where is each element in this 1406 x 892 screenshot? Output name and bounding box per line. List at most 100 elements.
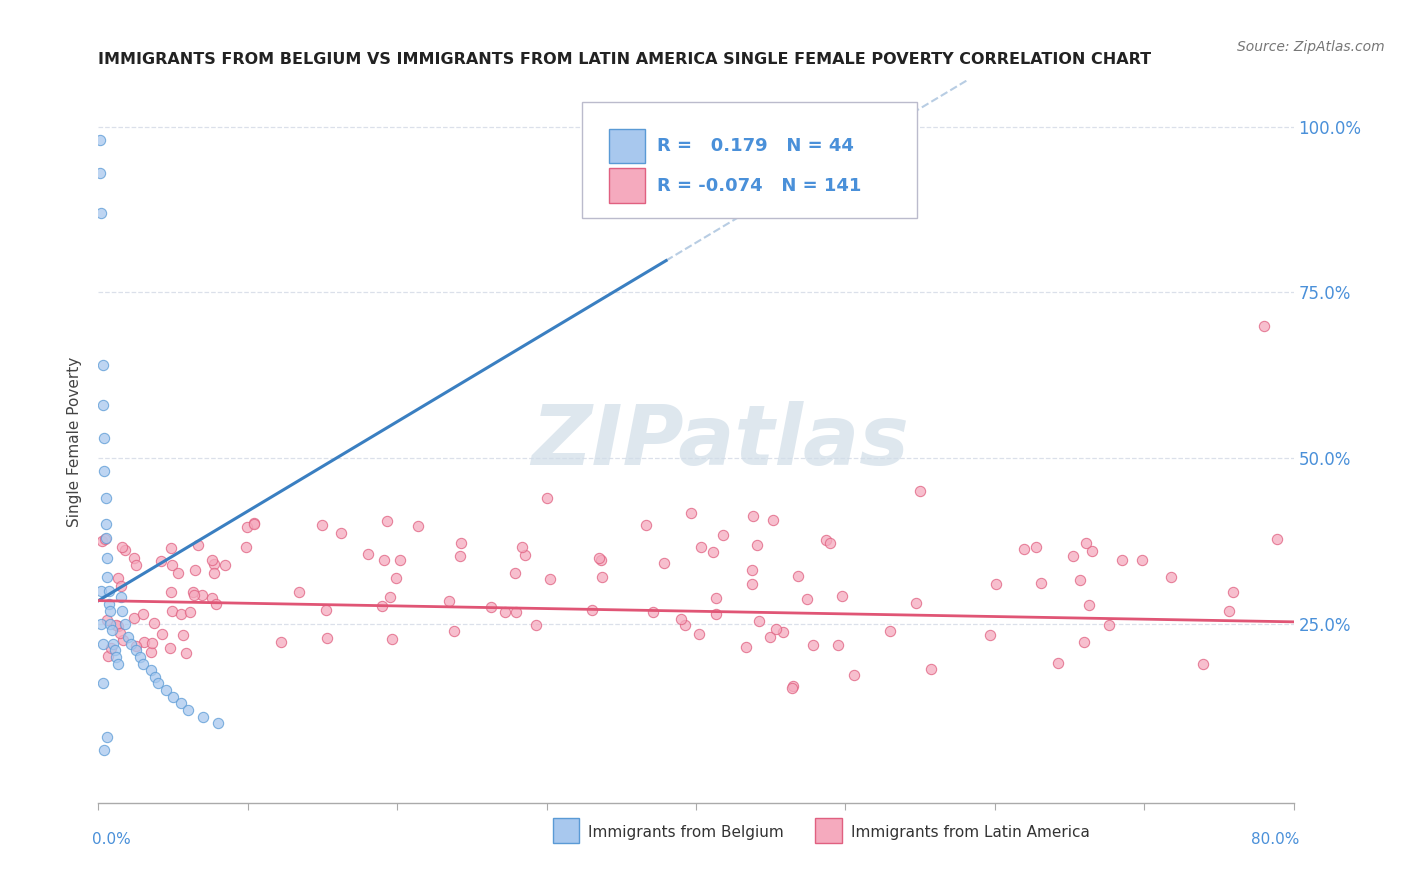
Point: [1098, 617, 1121, 632]
Point: [329, 526, 352, 541]
Point: [1029, 576, 1052, 591]
Bar: [815, 818, 842, 843]
Point: [90, 206, 112, 220]
Point: [904, 596, 927, 610]
Text: Immigrants from Latin America: Immigrants from Latin America: [852, 825, 1090, 840]
Point: [236, 520, 259, 534]
Point: [669, 612, 692, 626]
Point: [818, 536, 841, 550]
Point: [641, 605, 664, 619]
Point: [1130, 553, 1153, 567]
Point: [96, 550, 118, 565]
Point: [107, 657, 129, 671]
Point: [235, 540, 257, 554]
Point: [104, 643, 127, 657]
Point: [270, 634, 292, 648]
Point: [315, 602, 337, 616]
Point: [1074, 535, 1097, 549]
Point: [908, 484, 931, 499]
Point: [201, 552, 224, 566]
Point: [177, 703, 200, 717]
Point: [90, 583, 112, 598]
Point: [94, 517, 117, 532]
Point: [1073, 635, 1095, 649]
Point: [166, 566, 188, 581]
Point: [1081, 543, 1104, 558]
Point: [110, 591, 132, 605]
Point: [162, 690, 184, 704]
Point: [287, 585, 309, 599]
Bar: [609, 128, 644, 163]
Point: [513, 548, 536, 562]
Point: [505, 605, 527, 619]
FancyBboxPatch shape: [582, 102, 917, 218]
Point: [150, 626, 173, 640]
Point: [373, 552, 395, 566]
Point: [688, 626, 710, 640]
Point: [96, 730, 118, 744]
Point: [1160, 570, 1182, 584]
Point: [132, 657, 155, 671]
Text: R = -0.074   N = 141: R = -0.074 N = 141: [657, 177, 860, 194]
Point: [183, 588, 205, 602]
Point: [1047, 656, 1070, 670]
Point: [1222, 584, 1244, 599]
Point: [450, 535, 472, 549]
Point: [89, 133, 111, 147]
Point: [93, 464, 115, 478]
Point: [979, 628, 1001, 642]
Point: [844, 668, 866, 682]
Point: [94, 531, 117, 545]
Point: [745, 538, 768, 552]
Point: [741, 577, 763, 591]
Point: [201, 591, 224, 605]
Point: [1218, 604, 1240, 618]
Point: [141, 636, 163, 650]
Point: [111, 603, 134, 617]
Point: [706, 607, 728, 621]
Point: [93, 743, 115, 757]
Point: [214, 558, 236, 573]
Point: [90, 616, 112, 631]
Point: [98, 603, 122, 617]
Point: [97, 583, 120, 598]
Point: [129, 650, 152, 665]
Point: [536, 491, 558, 505]
Point: [242, 516, 264, 531]
Point: [801, 638, 824, 652]
Point: [831, 590, 853, 604]
Text: 80.0%: 80.0%: [1251, 831, 1299, 847]
Point: [159, 541, 181, 556]
Point: [242, 517, 264, 532]
Point: [796, 591, 818, 606]
Point: [91, 398, 114, 412]
Point: [105, 650, 128, 665]
Bar: [553, 818, 579, 843]
Point: [879, 624, 901, 639]
Point: [1253, 318, 1275, 333]
Point: [479, 599, 502, 614]
Point: [132, 607, 155, 622]
Point: [581, 603, 603, 617]
Point: [357, 547, 380, 561]
Point: [117, 630, 139, 644]
Text: Source: ZipAtlas.com: Source: ZipAtlas.com: [1237, 40, 1385, 54]
Y-axis label: Single Female Poverty: Single Female Poverty: [67, 357, 83, 526]
Point: [652, 556, 675, 570]
Point: [704, 591, 727, 606]
Point: [711, 528, 734, 542]
Point: [101, 624, 124, 638]
Point: [125, 643, 148, 657]
Point: [437, 594, 460, 608]
Point: [120, 637, 142, 651]
Point: [827, 638, 849, 652]
Point: [494, 605, 516, 619]
Point: [100, 641, 122, 656]
Point: [159, 641, 181, 656]
Point: [139, 644, 162, 658]
Point: [160, 584, 183, 599]
Point: [98, 616, 122, 631]
Point: [780, 681, 803, 695]
Point: [380, 591, 402, 605]
Point: [207, 716, 229, 731]
